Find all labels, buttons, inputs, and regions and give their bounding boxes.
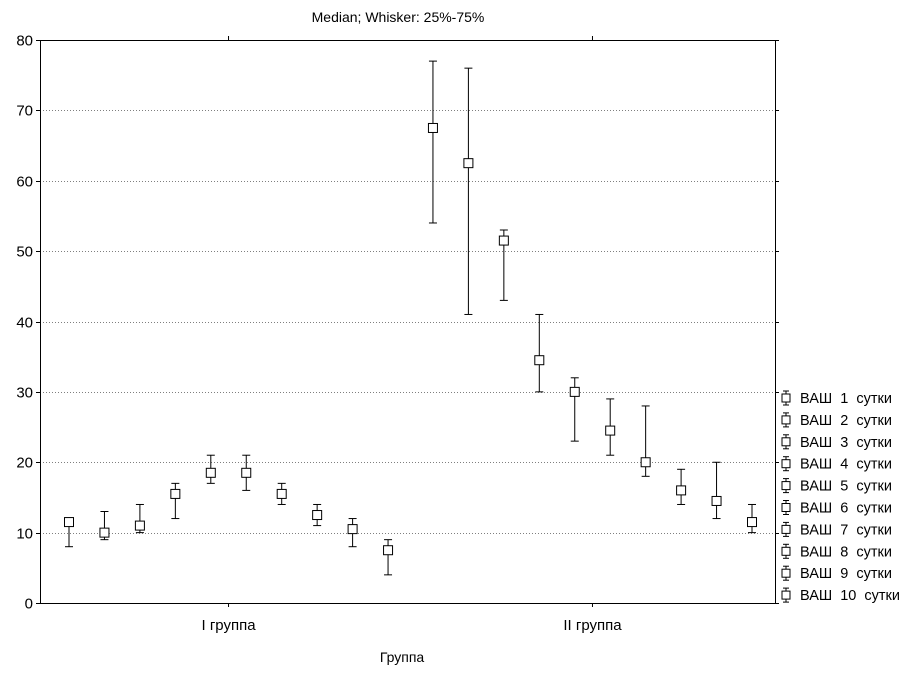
plot-area-frame (40, 40, 776, 604)
x-tick-label: I группа (201, 617, 256, 634)
median-marker (64, 517, 74, 528)
y-tick-label: 80 (16, 33, 33, 50)
median-marker (463, 158, 474, 169)
median-marker (99, 527, 110, 538)
y-axis: 0 10 20 30 40 50 60 70 80 (16, 33, 779, 613)
y-tick-label: 10 (16, 526, 33, 543)
legend-marker (781, 393, 791, 403)
y-tick-label: 50 (16, 244, 33, 261)
median-marker (569, 386, 580, 397)
median-marker (605, 425, 616, 436)
legend-entry-label: ВАШ 6 сутки (800, 501, 892, 517)
median-marker (241, 467, 252, 478)
legend-marker (781, 459, 791, 469)
median-marker (427, 122, 438, 133)
legend-marker (781, 546, 791, 556)
legend: ВАШ 1 сутки ВАШ 2 сутки ВАШ 3 сутки ВАШ 4 с… (781, 390, 900, 604)
legend-entry-label: ВАШ 7 сутки (800, 522, 892, 538)
y-tick-label: 70 (16, 103, 33, 120)
chart-title: Median; Whisker: 25%-75% (312, 9, 485, 25)
median-marker (711, 495, 722, 506)
y-tick-label: 20 (16, 455, 33, 472)
legend-entry-label: ВАШ 1 сутки (800, 391, 892, 407)
y-tick-label: 60 (16, 174, 33, 191)
median-marker (134, 520, 145, 531)
legend-entry-label: ВАШ 8 сутки (800, 544, 892, 560)
legend-entry-label: ВАШ 9 сутки (800, 566, 892, 582)
median-marker (676, 485, 687, 496)
data-marks (64, 60, 757, 576)
legend-marker (781, 437, 791, 447)
median-marker (276, 488, 287, 499)
median-marker (347, 524, 358, 535)
median-marker (747, 517, 757, 528)
median-marker (170, 488, 181, 499)
y-tick-label: 0 (25, 596, 33, 613)
legend-entry-label: ВАШ 10 сутки (800, 588, 900, 604)
median-marker (383, 545, 394, 556)
x-tick-label: II группа (563, 617, 622, 634)
legend-marker (781, 415, 791, 425)
median-marker (534, 355, 545, 366)
legend-entry-label: ВАШ 3 сутки (800, 435, 892, 451)
legend-marker (781, 568, 791, 578)
x-axis-label: Группа (380, 649, 425, 665)
y-tick-label: 40 (16, 315, 33, 332)
grid-lines (40, 110, 775, 534)
legend-entry-label: ВАШ 5 сутки (800, 479, 892, 495)
legend-marker (781, 590, 791, 600)
legend-entry-label: ВАШ 2 сутки (800, 413, 892, 429)
median-marker (312, 510, 323, 521)
legend-entry-label: ВАШ 4 сутки (800, 457, 892, 473)
legend-marker (781, 524, 791, 534)
median-marker (640, 457, 651, 468)
legend-marker (781, 503, 791, 512)
median-marker (498, 235, 509, 246)
y-tick-label: 30 (16, 385, 33, 402)
median-marker (205, 467, 216, 478)
legend-marker (781, 481, 791, 491)
x-axis: I группа II группа (201, 36, 622, 634)
